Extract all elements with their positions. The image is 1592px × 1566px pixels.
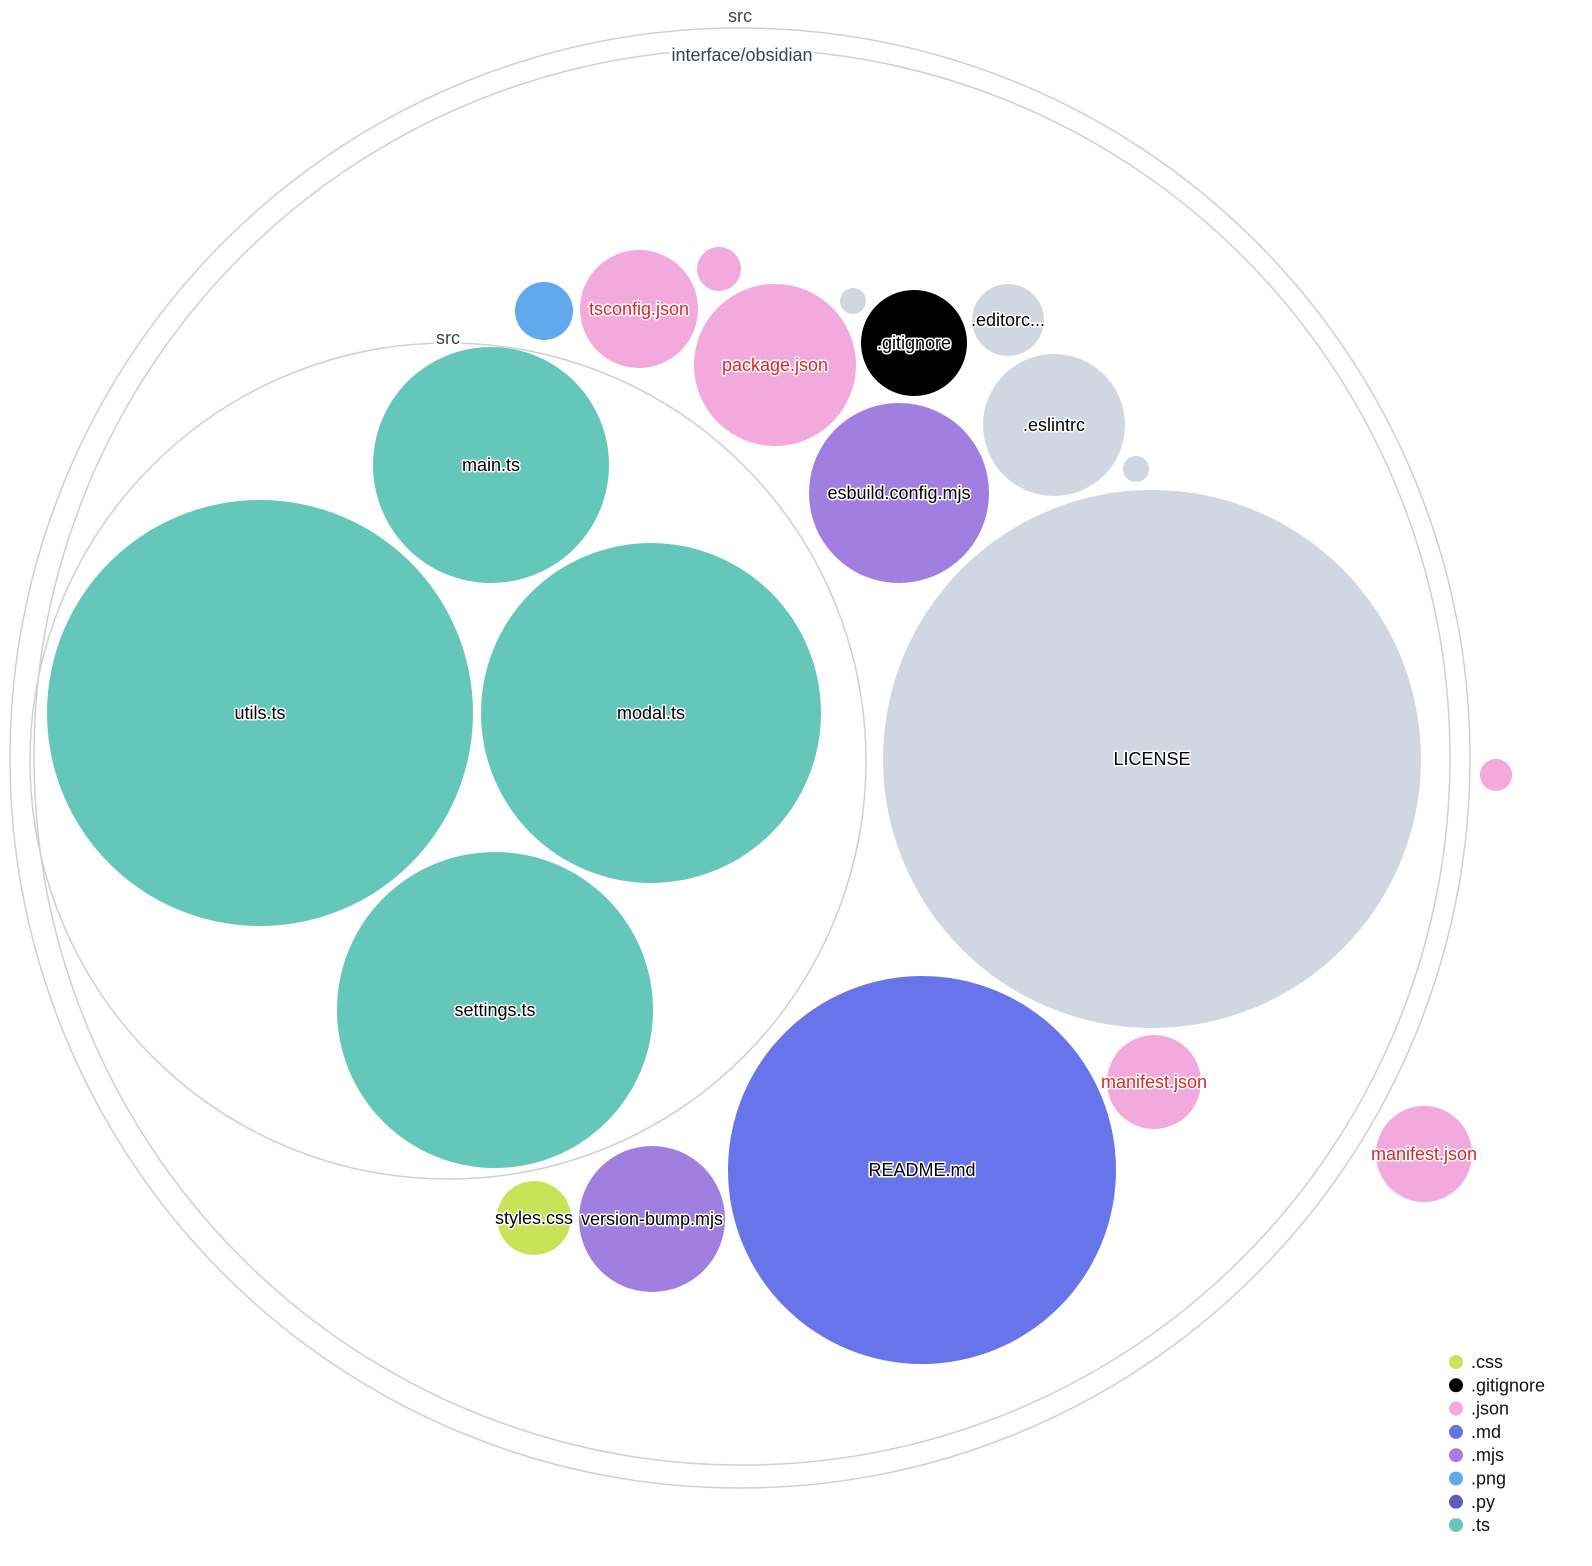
legend-item: .json	[1449, 1399, 1509, 1419]
legend-item: .mjs	[1449, 1445, 1504, 1465]
file-label: tsconfig.json	[589, 299, 689, 319]
legend-label: .png	[1471, 1469, 1506, 1489]
legend-item: .gitignore	[1449, 1375, 1545, 1395]
file-circle[interactable]	[580, 250, 698, 368]
file-node[interactable]: utils.ts	[47, 500, 473, 926]
folder-src[interactable]: src	[9, 3, 1471, 1489]
file-label: esbuild.config.mjs	[827, 483, 970, 503]
file-label: README.md	[868, 1160, 975, 1180]
legend-swatch	[1449, 1355, 1463, 1369]
folder-label: interface/obsidian	[671, 45, 812, 65]
file-circle[interactable]	[579, 1146, 725, 1292]
file-label: utils.ts	[234, 703, 285, 723]
legend-label: .css	[1471, 1352, 1503, 1372]
file-circle[interactable]	[809, 403, 989, 583]
file-circle[interactable]	[694, 284, 856, 446]
file-node[interactable]	[697, 247, 741, 291]
file-circle[interactable]	[337, 852, 653, 1168]
legend-label: .mjs	[1471, 1445, 1504, 1465]
file-node[interactable]: settings.ts	[337, 852, 653, 1168]
file-circle[interactable]	[1480, 759, 1512, 791]
file-label: styles.css	[495, 1208, 573, 1228]
file-node[interactable]: .eslintrc	[983, 354, 1125, 496]
file-label: LICENSE	[1113, 749, 1190, 769]
file-circle[interactable]	[1107, 1035, 1201, 1129]
file-circle[interactable]	[883, 490, 1421, 1028]
file-node[interactable]: manifest.json	[1099, 1035, 1209, 1129]
file-label: .eslintrc	[1023, 415, 1085, 435]
folder-interface-obsidian[interactable]: interface/obsidian	[33, 42, 1451, 1466]
file-node[interactable]: esbuild.config.mjs	[809, 403, 989, 583]
legend-label: .ts	[1471, 1515, 1490, 1535]
legend-swatch	[1449, 1401, 1463, 1416]
file-label: manifest.json	[1101, 1072, 1207, 1092]
file-node[interactable]	[515, 282, 573, 340]
file-node[interactable]: package.json	[694, 284, 856, 446]
file-circle[interactable]	[728, 976, 1116, 1364]
file-label: package.json	[722, 355, 828, 375]
file-circle[interactable]	[861, 290, 967, 396]
file-node[interactable]: README.md	[728, 976, 1116, 1364]
file-circle[interactable]	[497, 1181, 571, 1255]
file-label: version-bump.mjs	[581, 1209, 723, 1229]
legend-swatch	[1449, 1518, 1463, 1533]
file-circle[interactable]	[697, 247, 741, 291]
folder-circle[interactable]	[33, 48, 1451, 1466]
file-node[interactable]: manifest.json	[1369, 1106, 1479, 1202]
legend: .css .gitignore .json .md .mjs .png .py .ts	[1449, 1352, 1545, 1535]
file-node[interactable]: version-bump.mjs	[579, 1146, 725, 1292]
file-node[interactable]	[1123, 456, 1149, 482]
file-circle[interactable]	[47, 500, 473, 926]
legend-swatch	[1449, 1378, 1463, 1393]
file-node[interactable]: styles.css	[493, 1181, 575, 1255]
folder-label: src	[728, 6, 752, 26]
folder-label: src	[436, 328, 460, 348]
file-node[interactable]: .editorc...	[969, 284, 1047, 356]
legend-label: .json	[1471, 1399, 1509, 1419]
legend-item: .md	[1449, 1422, 1501, 1442]
file-label: main.ts	[462, 455, 520, 475]
file-circle[interactable]	[1123, 456, 1149, 482]
legend-item: .py	[1449, 1492, 1495, 1512]
legend-swatch	[1449, 1471, 1463, 1486]
file-label: settings.ts	[454, 1000, 535, 1020]
file-circle[interactable]	[983, 354, 1125, 496]
file-label: manifest.json	[1371, 1144, 1477, 1164]
file-node[interactable]: tsconfig.json	[580, 250, 698, 368]
file-label: modal.ts	[617, 703, 685, 723]
legend-swatch	[1449, 1448, 1463, 1463]
file-circle[interactable]	[515, 282, 573, 340]
file-node[interactable]: main.ts	[373, 347, 609, 583]
file-label: .editorc...	[971, 310, 1045, 330]
file-circle[interactable]	[481, 543, 821, 883]
legend-item: .css	[1449, 1352, 1503, 1372]
legend-swatch	[1449, 1494, 1463, 1509]
file-circle[interactable]	[972, 284, 1044, 356]
file-label: .gitignore	[877, 333, 951, 353]
folder-src[interactable]: src	[29, 325, 867, 1180]
file-circle[interactable]	[840, 288, 866, 314]
folder-circle[interactable]	[29, 342, 867, 1180]
legend-item: .png	[1449, 1469, 1506, 1489]
legend-label: .md	[1471, 1422, 1501, 1442]
file-node[interactable]: LICENSE	[883, 490, 1421, 1028]
file-node[interactable]: modal.ts	[481, 543, 821, 883]
legend-label: .py	[1471, 1492, 1495, 1512]
file-node[interactable]	[840, 288, 866, 314]
file-circle[interactable]	[1376, 1106, 1472, 1202]
file-circle[interactable]	[373, 347, 609, 583]
folder-circle[interactable]	[9, 27, 1471, 1489]
legend-swatch	[1449, 1424, 1463, 1439]
legend-item: .ts	[1449, 1515, 1490, 1535]
file-node[interactable]: .gitignore	[861, 290, 967, 396]
file-node[interactable]	[1480, 759, 1512, 791]
legend-label: .gitignore	[1471, 1375, 1545, 1395]
